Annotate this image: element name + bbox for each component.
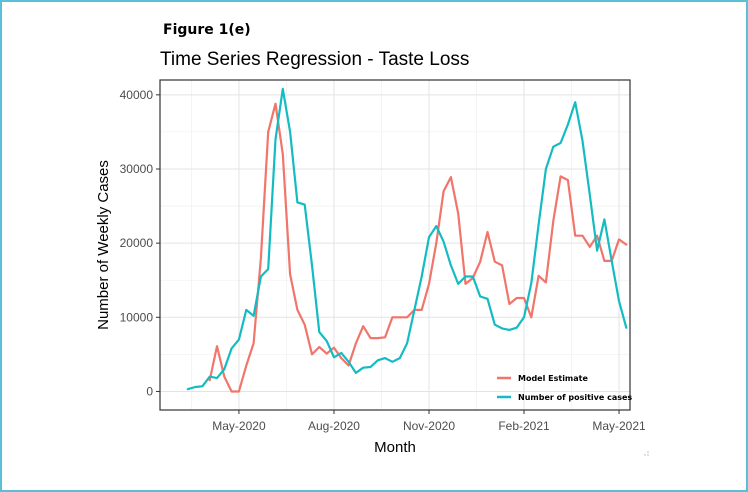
y-tick-label: 30000 — [120, 162, 154, 176]
series-lines — [186, 87, 628, 393]
x-tick-label: May-2020 — [212, 419, 266, 433]
y-tick-label: 40000 — [120, 88, 154, 102]
x-tick-label: Feb-2021 — [498, 419, 550, 433]
y-tick-label: 20000 — [120, 236, 154, 250]
x-axis-title: Month — [374, 439, 416, 456]
y-axis-ticks: 0 10000 20000 30000 40000 — [120, 88, 160, 398]
x-tick-label: Nov-2020 — [403, 419, 455, 433]
chart-title: Time Series Regression - Taste Loss — [160, 49, 470, 70]
legend-label-positive-cases: Number of positive cases — [518, 393, 632, 402]
series-line-positive-cases — [186, 87, 628, 391]
plot-panel-border — [159, 79, 631, 411]
figure-label: Figure 1(e) — [163, 22, 251, 38]
y-axis-title: Number of Weekly Cases — [95, 160, 112, 330]
series-line-model-estimate — [208, 102, 628, 393]
y-tick-label: 10000 — [120, 310, 154, 324]
minor-gridlines — [160, 80, 630, 410]
y-tick-label: 0 — [146, 384, 153, 398]
legend-label-model-estimate: Model Estimate — [518, 374, 588, 383]
resize-grip-icon — [644, 451, 649, 456]
x-tick-label: Aug-2020 — [308, 419, 360, 433]
x-axis-ticks: May-2020 Aug-2020 Nov-2020 Feb-2021 May-2021 — [212, 410, 646, 433]
x-tick-label: May-2021 — [592, 419, 646, 433]
legend: Model Estimate Number of positive cases — [497, 374, 632, 402]
